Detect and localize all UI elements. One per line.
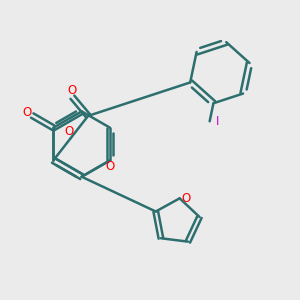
Text: O: O (64, 125, 74, 138)
Text: O: O (182, 192, 191, 205)
Text: O: O (105, 160, 115, 173)
Text: O: O (22, 106, 31, 119)
Text: O: O (67, 84, 76, 97)
Text: I: I (216, 115, 220, 128)
